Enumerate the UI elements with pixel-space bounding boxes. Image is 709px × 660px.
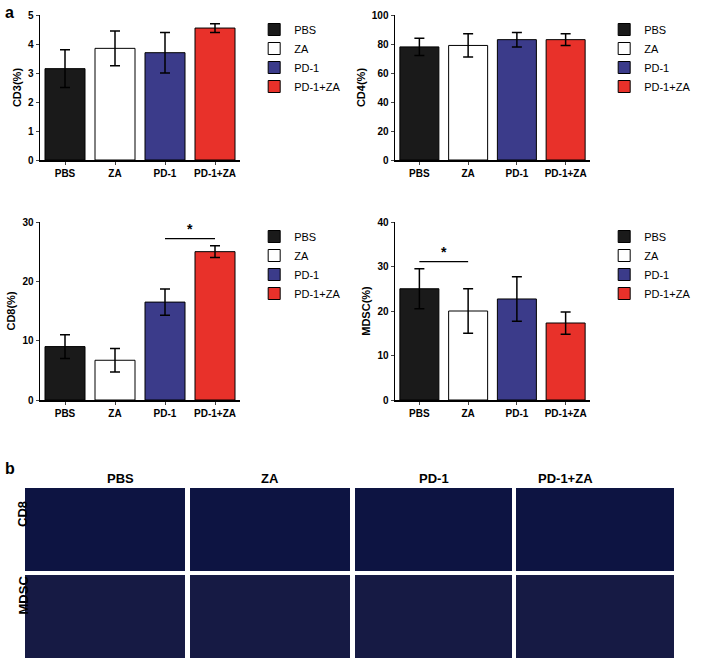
svg-text:40: 40 (377, 217, 389, 228)
svg-text:*: * (187, 221, 193, 237)
svg-text:CD4(%): CD4(%) (355, 68, 367, 107)
svg-text:PBS: PBS (409, 408, 430, 419)
svg-text:ZA: ZA (644, 250, 659, 262)
svg-text:b: b (5, 460, 15, 477)
svg-text:ZA: ZA (461, 168, 474, 179)
svg-text:CD8: CD8 (15, 501, 30, 527)
svg-text:ZA: ZA (294, 43, 309, 55)
svg-text:ZA: ZA (108, 168, 121, 179)
svg-text:ZA: ZA (261, 471, 279, 486)
svg-text:PD-1: PD-1 (644, 62, 669, 74)
svg-text:PD-1+ZA: PD-1+ZA (644, 288, 690, 300)
svg-text:ZA: ZA (644, 43, 659, 55)
svg-text:PD-1: PD-1 (154, 168, 177, 179)
svg-text:PBS: PBS (294, 24, 316, 36)
svg-text:10: 10 (377, 350, 389, 361)
svg-text:PD-1+ZA: PD-1+ZA (545, 168, 587, 179)
svg-text:40: 40 (377, 97, 389, 108)
svg-text:10: 10 (22, 335, 34, 346)
svg-text:1: 1 (28, 126, 34, 137)
svg-text:ZA: ZA (294, 250, 309, 262)
svg-text:ZA: ZA (461, 408, 474, 419)
svg-text:ZA: ZA (108, 408, 121, 419)
svg-text:PBS: PBS (644, 231, 666, 243)
svg-text:PD-1+ZA: PD-1+ZA (294, 288, 340, 300)
svg-text:30: 30 (22, 217, 34, 228)
svg-text:PBS: PBS (644, 24, 666, 36)
svg-text:PD-1: PD-1 (505, 168, 528, 179)
svg-text:2: 2 (28, 97, 34, 108)
svg-text:PD-1: PD-1 (294, 62, 319, 74)
svg-text:PBS: PBS (294, 231, 316, 243)
svg-text:PBS: PBS (55, 168, 76, 179)
svg-text:80: 80 (377, 39, 389, 50)
svg-text:PD-1+ZA: PD-1+ZA (644, 81, 690, 93)
svg-text:a: a (5, 4, 14, 21)
svg-text:PD-1: PD-1 (419, 471, 449, 486)
svg-text:PD-1: PD-1 (505, 408, 528, 419)
svg-text:PD-1+ZA: PD-1+ZA (194, 168, 236, 179)
svg-text:*: * (441, 244, 447, 260)
svg-text:MDSC(%): MDSC(%) (360, 286, 372, 336)
svg-text:PD-1: PD-1 (644, 269, 669, 281)
svg-text:PD-1: PD-1 (154, 408, 177, 419)
svg-text:5: 5 (28, 10, 34, 21)
svg-text:PD-1+ZA: PD-1+ZA (545, 408, 587, 419)
svg-text:PBS: PBS (409, 168, 430, 179)
svg-text:20: 20 (22, 276, 34, 287)
svg-text:PD-1+ZA: PD-1+ZA (294, 81, 340, 93)
svg-text:MDSC: MDSC (16, 576, 31, 615)
svg-text:100: 100 (372, 10, 389, 21)
svg-text:20: 20 (377, 126, 389, 137)
svg-text:4: 4 (28, 39, 34, 50)
svg-text:PD-1: PD-1 (294, 269, 319, 281)
svg-text:0: 0 (28, 395, 34, 406)
svg-text:30: 30 (377, 261, 389, 272)
svg-text:3: 3 (28, 68, 34, 79)
svg-text:20: 20 (377, 306, 389, 317)
svg-text:60: 60 (377, 68, 389, 79)
svg-text:PBS: PBS (107, 471, 134, 486)
svg-text:0: 0 (28, 155, 34, 166)
svg-text:0: 0 (383, 155, 389, 166)
svg-text:CD8(%): CD8(%) (5, 291, 17, 330)
svg-text:PBS: PBS (55, 408, 76, 419)
svg-text:CD3(%): CD3(%) (11, 68, 23, 107)
svg-text:PD-1+ZA: PD-1+ZA (194, 408, 236, 419)
svg-text:0: 0 (383, 395, 389, 406)
svg-text:PD-1+ZA: PD-1+ZA (538, 471, 593, 486)
